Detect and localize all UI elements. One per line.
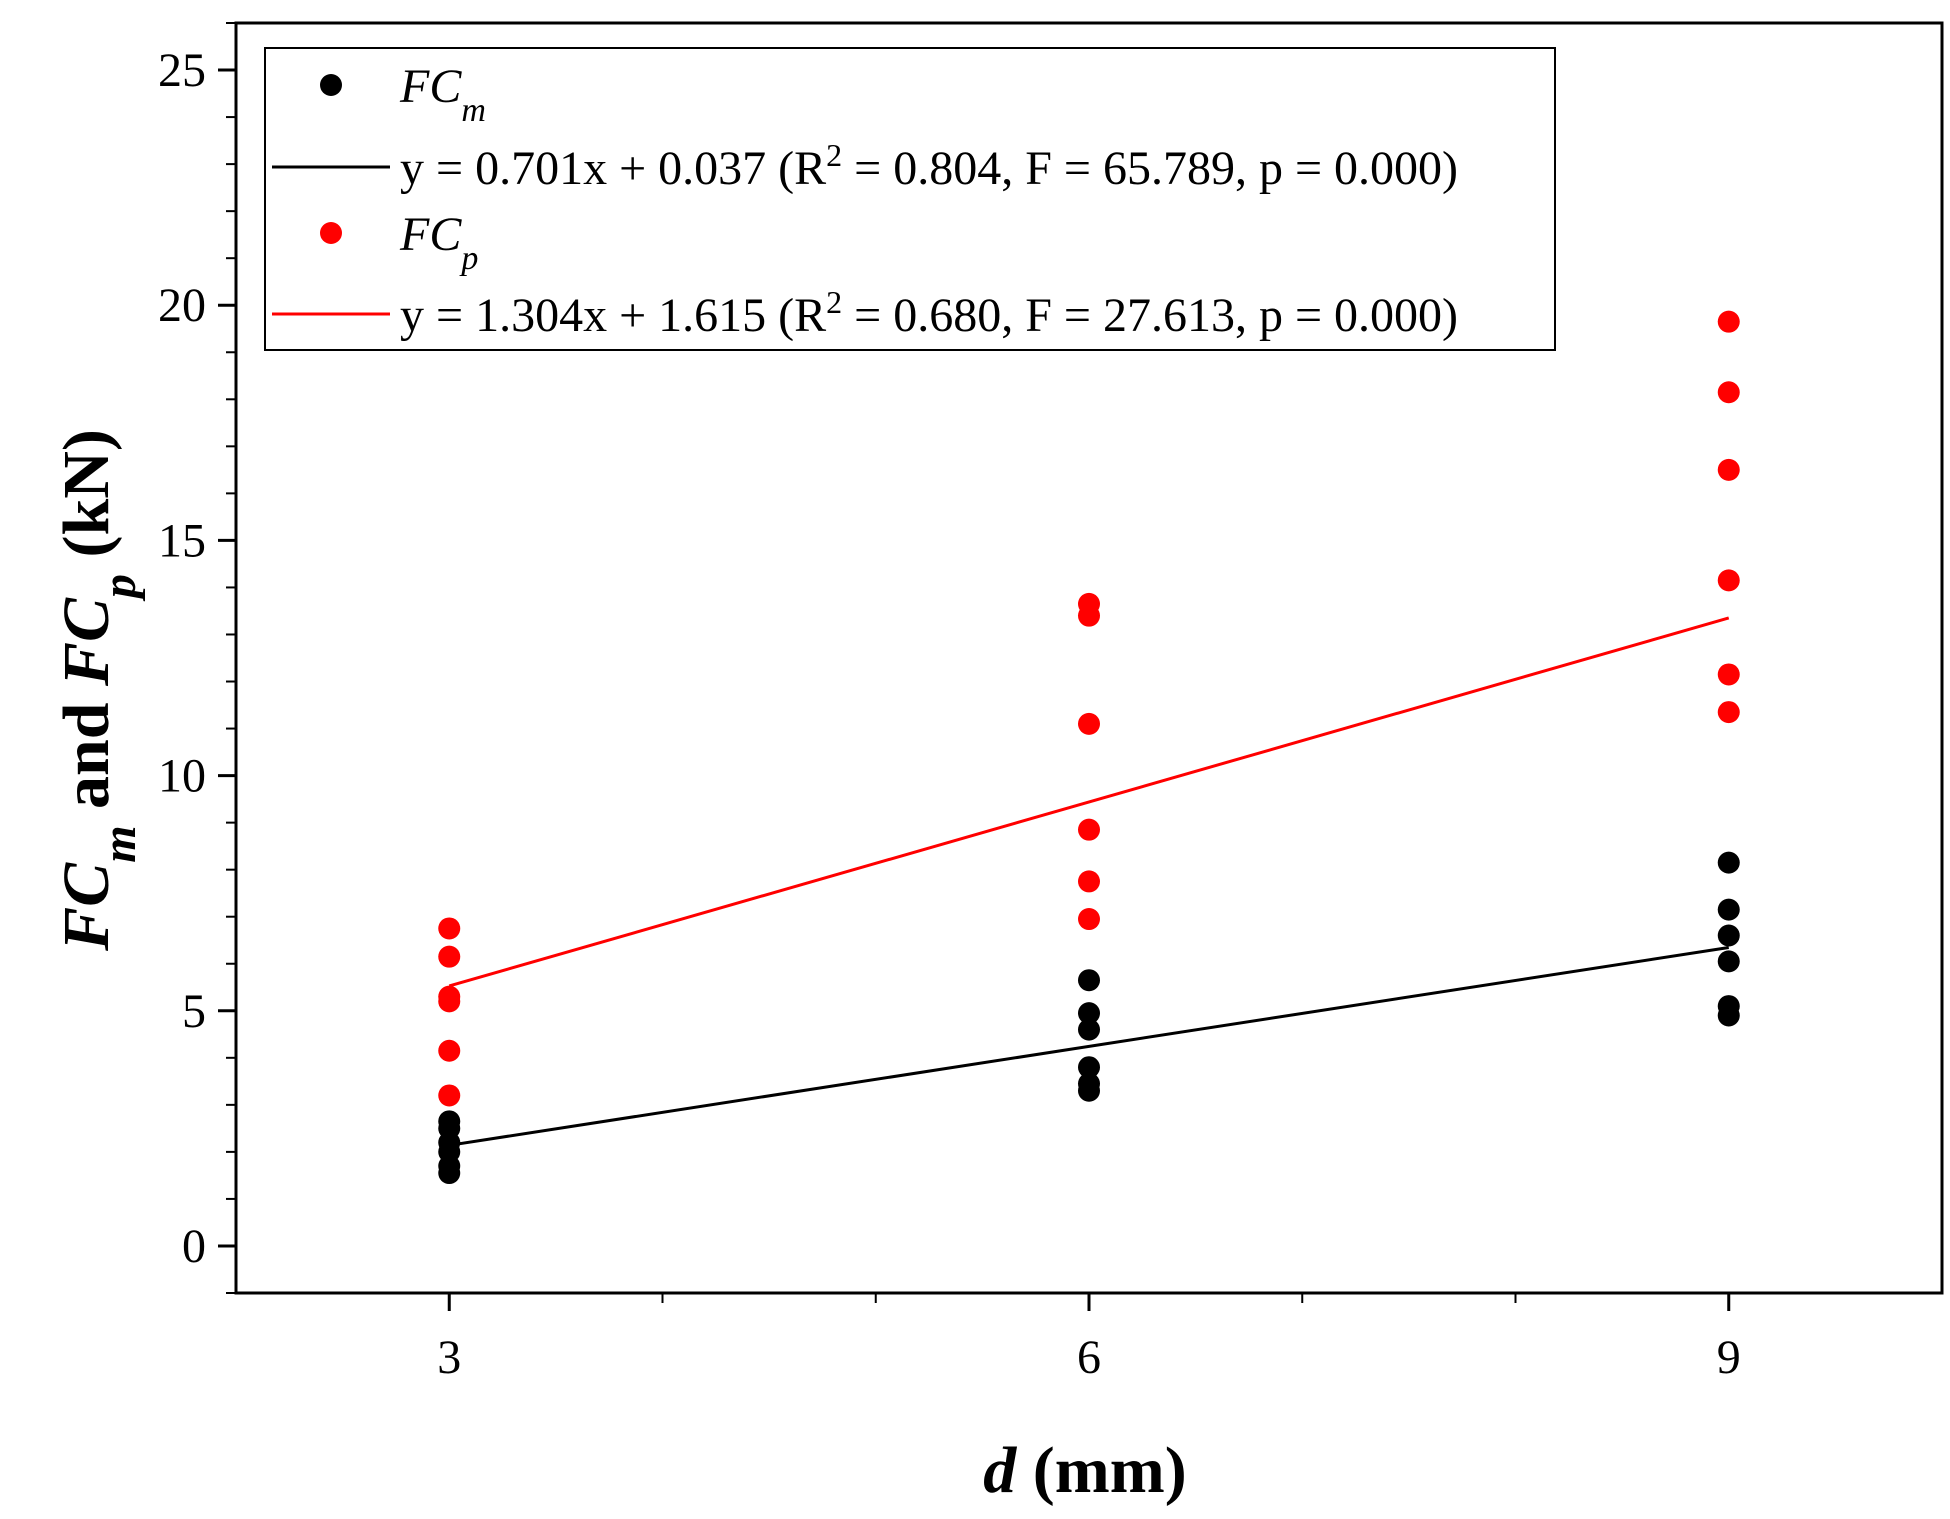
legend-box bbox=[264, 47, 1556, 351]
data-point-fcm bbox=[1717, 898, 1740, 921]
legend-marker-fcm bbox=[320, 74, 342, 96]
plot-marks bbox=[438, 310, 1740, 1185]
data-point-fcp bbox=[1078, 908, 1100, 931]
data-point-fcm bbox=[1078, 969, 1100, 992]
legend-label-fcm-fit: y = 0.701x + 0.037 (R2 = 0.804, F = 65.7… bbox=[400, 137, 1458, 195]
fit-line-fcm bbox=[449, 945, 1729, 1147]
x-tick-label: 3 bbox=[437, 1331, 461, 1384]
data-point-fcp bbox=[1717, 310, 1740, 333]
x-axis-title: d (mm) bbox=[983, 1434, 1186, 1507]
data-point-fcm bbox=[1717, 924, 1740, 947]
legend-label-fcp-fit: y = 1.304x + 1.615 (R2 = 0.680, F = 27.6… bbox=[400, 284, 1458, 342]
data-point-fcm bbox=[1717, 995, 1740, 1018]
data-point-fcm bbox=[1078, 1072, 1100, 1095]
data-point-fcp bbox=[1078, 818, 1100, 841]
data-point-fcp bbox=[1717, 458, 1740, 481]
data-point-fcp bbox=[438, 945, 461, 968]
legend-label-fcp: FCp bbox=[399, 208, 478, 277]
data-point-fcp bbox=[1717, 569, 1740, 592]
y-tick-label: 15 bbox=[158, 514, 206, 567]
y-tick-label: 5 bbox=[182, 985, 206, 1038]
y-tick-label: 0 bbox=[182, 1220, 206, 1273]
data-point-fcp bbox=[1717, 663, 1740, 686]
data-point-fcp bbox=[1717, 701, 1740, 724]
data-point-fcp bbox=[438, 917, 461, 940]
y-tick-label: 10 bbox=[158, 750, 206, 803]
data-point-fcp bbox=[1078, 712, 1100, 735]
fit-line-fcp bbox=[448, 616, 1730, 988]
legend-marker-fcp bbox=[320, 222, 342, 244]
data-point-fcm bbox=[1717, 950, 1740, 973]
data-point-fcp bbox=[438, 985, 461, 1008]
axes: 0 5 10 15 20 25 3 6 9 bbox=[158, 22, 1741, 1384]
data-point-fcm bbox=[438, 1110, 461, 1133]
y-tick-label: 25 bbox=[158, 44, 206, 97]
data-point-fcm bbox=[1078, 1018, 1100, 1041]
data-point-fcp bbox=[1078, 592, 1100, 615]
data-point-fcp bbox=[1717, 381, 1740, 404]
data-point-fcm bbox=[1717, 851, 1740, 874]
data-point-fcm bbox=[1078, 1056, 1100, 1079]
data-point-fcp bbox=[438, 1084, 461, 1107]
data-point-fcp bbox=[438, 1039, 461, 1062]
data-point-fcm bbox=[1078, 1002, 1100, 1025]
x-tick-label: 9 bbox=[1717, 1331, 1741, 1384]
legend: FCm y = 0.701x + 0.037 (R2 = 0.804, F = … bbox=[264, 47, 1556, 351]
legend-label-fcm: FCm bbox=[399, 60, 486, 129]
data-point-fcp bbox=[1078, 870, 1100, 893]
y-tick-label: 20 bbox=[158, 279, 206, 332]
y-axis-title: FCm and FCp (kN) bbox=[50, 429, 146, 952]
x-tick-label: 6 bbox=[1077, 1331, 1101, 1384]
